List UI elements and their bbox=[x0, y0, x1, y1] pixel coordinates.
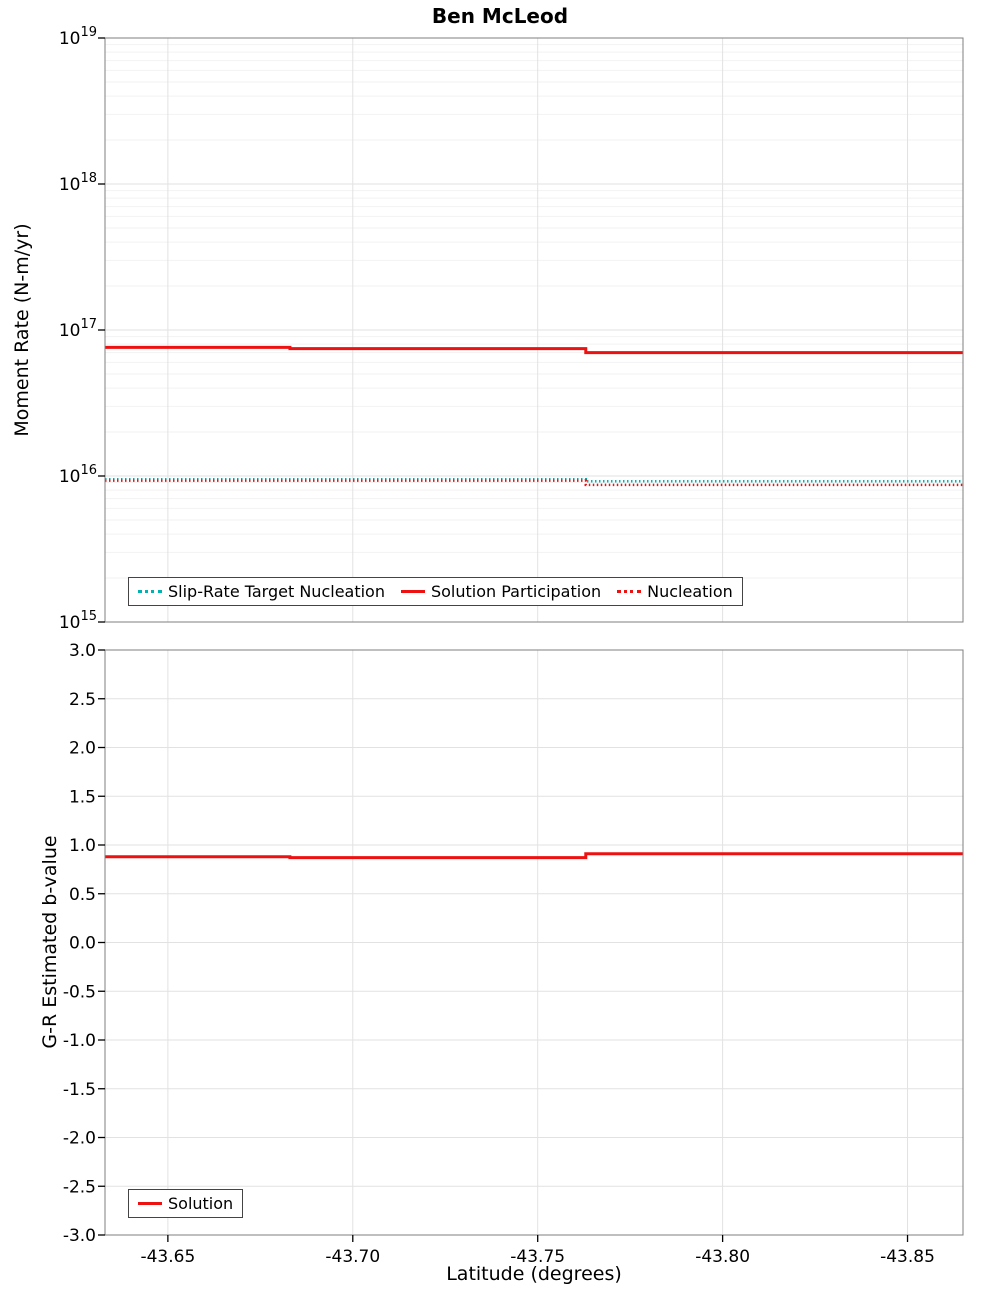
legend-item-nucleation: Nucleation bbox=[617, 582, 733, 601]
x-tick-label: -43.70 bbox=[325, 1247, 380, 1267]
x-axis-title: Latitude (degrees) bbox=[446, 1263, 622, 1285]
legend-label-solution: Solution bbox=[168, 1194, 234, 1213]
y-tick-label: -2.5 bbox=[63, 1177, 96, 1197]
x-tick-label: -43.65 bbox=[140, 1247, 195, 1267]
x-tick-label: -43.75 bbox=[510, 1247, 565, 1267]
solution-participation-line bbox=[105, 345, 963, 355]
legend-label-slip-rate-target-nucleation: Slip-Rate Target Nucleation bbox=[168, 582, 385, 601]
y-tick-label: -1.0 bbox=[63, 1031, 96, 1051]
y-tick-label: -1.5 bbox=[63, 1080, 96, 1100]
y-tick-label: -0.5 bbox=[63, 982, 96, 1002]
moment-rate-legend: Slip-Rate Target Nucleation Solution Par… bbox=[128, 577, 743, 606]
y-tick-label: 1019 bbox=[59, 25, 97, 49]
slip-rate-target-nucleation-line-sample bbox=[138, 590, 162, 593]
y-tick-label: 3.0 bbox=[69, 641, 96, 661]
y-tick-label: -2.0 bbox=[63, 1129, 96, 1149]
y-tick-label: 2.0 bbox=[69, 739, 96, 759]
b-value-axis-title: G-R Estimated b-value bbox=[39, 835, 61, 1049]
y-tick-label: 1.5 bbox=[69, 787, 96, 807]
x-tick-label: -43.85 bbox=[880, 1247, 935, 1267]
y-tick-label: 1.0 bbox=[69, 836, 96, 856]
nucleation-line bbox=[105, 479, 963, 487]
y-tick-label: 1018 bbox=[59, 171, 97, 195]
figure-title: Ben McLeod bbox=[431, 4, 569, 28]
legend-item-solution-participation: Solution Participation bbox=[400, 582, 602, 601]
y-tick-label: 1015 bbox=[59, 609, 97, 633]
solution-participation-line-sample bbox=[400, 590, 425, 593]
solution-line-sample bbox=[138, 1202, 162, 1205]
legend-label-nucleation: Nucleation bbox=[647, 582, 733, 601]
y-tick-label: 2.5 bbox=[69, 690, 96, 710]
moment-rate-axis-title: Moment Rate (N-m/yr) bbox=[11, 223, 33, 437]
x-tick-label: -43.80 bbox=[695, 1247, 750, 1267]
solution-line bbox=[105, 852, 963, 860]
legend-item-slip-rate-target-nucleation: Slip-Rate Target Nucleation bbox=[138, 582, 385, 601]
nucleation-line-sample bbox=[617, 590, 642, 593]
y-tick-label: 1017 bbox=[59, 317, 97, 341]
y-tick-label: 0.5 bbox=[69, 885, 96, 905]
y-tick-label: 0.0 bbox=[69, 934, 96, 954]
legend-item-solution: Solution bbox=[138, 1194, 233, 1213]
y-tick-label: 1016 bbox=[59, 463, 97, 487]
y-tick-label: -3.0 bbox=[63, 1226, 96, 1246]
b-value-legend: Solution bbox=[128, 1189, 244, 1218]
legend-label-solution-participation: Solution Participation bbox=[430, 582, 602, 601]
